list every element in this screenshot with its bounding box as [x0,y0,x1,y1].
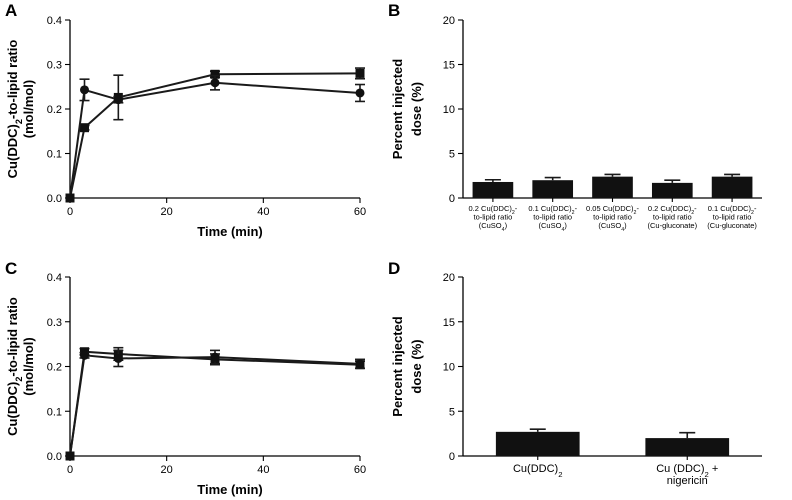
panel-label: B [388,1,400,20]
category-label-line2: to-lipid ratio [533,213,572,222]
series-line-square [69,72,361,199]
category-label-line2: to-lipid ratio [653,213,692,222]
x-tick-label: 0 [67,206,73,218]
bar [711,176,753,198]
y-tick-label: 0.3 [47,317,62,329]
category-label-line2: to-lipid ratio [593,213,632,222]
y-axis-label-units: dose (%) [409,339,424,393]
bar [495,431,580,456]
y-tick-label: 0.4 [47,272,62,284]
x-tick-label: 20 [161,206,173,218]
y-axis-label: Percent injected [390,316,405,416]
panel-label: C [5,259,17,278]
y-tick-label: 0.0 [47,193,62,205]
y-tick-label: 10 [443,104,455,116]
y-tick-label: 20 [443,272,455,284]
y-tick-label: 0.2 [47,104,62,116]
category-label: 0.2 Cu(DDC)2- [648,204,697,216]
series-line-circle [69,81,361,199]
x-axis-label: Time (min) [197,224,263,239]
data-point-circle [65,193,75,203]
category-label-line2: to-lipid ratio [474,213,513,222]
y-axis-label-units: (mol/mol) [21,80,36,139]
y-tick-label: 0.1 [47,149,62,161]
panel-c: C 0.0 0.1 0.2 0.3 0.4 0 20 40 60 Time (min) Cu(DDC)… [5,259,366,497]
bar [472,181,514,198]
category-label: 0.1 Cu(DDC)2- [708,204,757,216]
category-label: Cu (DDC)2 + [656,463,718,479]
panel-d: D 0 5 10 15 20 Percent injected dose (%) Cu(DDC)… [388,259,762,487]
category-label: 0.2 Cu(DDC)2- [469,204,518,216]
bar [532,180,574,198]
y-tick-label: 20 [443,15,455,27]
x-axis-label: Time (min) [197,482,263,497]
data-point-circle [80,350,89,360]
panel-label: A [5,1,17,20]
x-tick-label: 40 [257,464,269,476]
category-label-line3: (Cu-gluconate) [647,221,697,230]
data-point-circle [355,88,365,98]
series-line-circle [69,354,361,457]
category-label-line3: (CuSO4) [539,221,568,233]
y-tick-label: 0.3 [47,60,62,72]
category-label-line3: (CuSO4) [598,221,627,233]
data-point-circle [80,85,89,95]
data-point-circle [65,451,75,461]
y-tick-label: 5 [449,149,455,161]
category-label: 0.1 Cu(DDC)2- [528,204,577,216]
y-axis-label: Cu(DDC)2-to-lipid ratio [5,297,24,436]
category-label: Cu(DDC)2 [513,463,563,479]
category-label-line2: to-lipid ratio [713,213,752,222]
y-tick-label: 15 [443,60,455,72]
x-tick-label: 20 [161,464,173,476]
data-point-circle [113,95,123,105]
y-tick-label: 0.0 [47,451,62,463]
y-tick-label: 0.4 [47,15,62,27]
y-tick-label: 10 [443,362,455,374]
y-axis-label-units: dose (%) [409,82,424,136]
bar [592,176,633,198]
y-tick-label: 0 [449,451,455,463]
x-tick-label: 40 [257,206,269,218]
data-point-square [80,123,89,133]
data-point-circle [113,353,123,363]
data-point-square [210,69,220,79]
data-point-circle [210,352,220,362]
y-tick-label: 0.2 [47,362,62,374]
category-label-line3: (Cu-gluconate) [707,221,757,230]
data-point-circle [355,359,365,369]
series-line-square [69,350,361,457]
y-tick-label: 15 [443,317,455,329]
bar [651,182,693,198]
category-label-line2: nigericin [667,475,708,487]
x-tick-label: 0 [67,464,73,476]
panel-label: D [388,259,400,278]
y-tick-label: 0 [449,193,455,205]
bar [645,438,730,456]
y-axis-label: Cu(DDC)2-to-lipid ratio [5,40,24,179]
category-label-line3: (CuSO4) [479,221,508,233]
x-tick-label: 60 [354,206,366,218]
y-tick-label: 0.1 [47,406,62,418]
x-tick-label: 60 [354,464,366,476]
panel-a: A 0.0 0.1 0.2 0.3 0.4 0 20 40 60 Time (min) Cu(DDC)… [5,1,366,239]
y-tick-label: 5 [449,406,455,418]
category-label: 0.05 Cu(DDC)2- [586,204,639,216]
data-point-square [355,68,365,78]
y-axis-label: Percent injected [390,59,405,159]
y-axis-label-units: (mol/mol) [21,337,36,396]
panel-b: B 0 5 10 15 20 Percent injected dose (%) 0.2 Cu(… [388,1,762,233]
data-point-circle [210,78,220,88]
